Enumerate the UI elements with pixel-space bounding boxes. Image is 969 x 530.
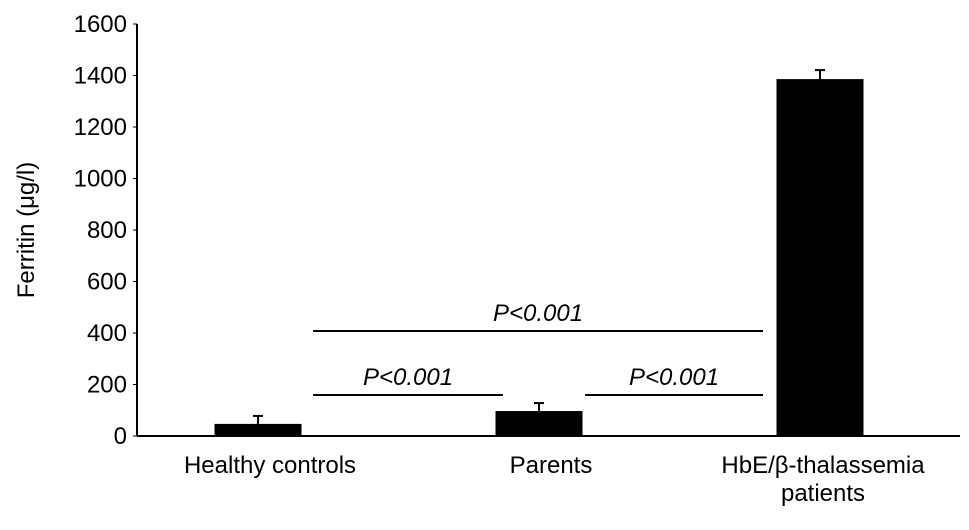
bar [776, 79, 864, 436]
y-tick-label: 1600 [74, 11, 127, 38]
bar [214, 423, 302, 436]
y-axis-label: Ferritin (μg/l) [13, 162, 40, 299]
y-tick-label: 600 [87, 269, 127, 296]
y-tick-label: 400 [87, 320, 127, 347]
y-tick-label: 1200 [74, 114, 127, 141]
significance-label: P<0.001 [629, 364, 719, 391]
y-tick-label: 800 [87, 217, 127, 244]
y-tick-label: 1000 [74, 166, 127, 193]
significance-label: P<0.001 [363, 364, 453, 391]
bar [495, 411, 583, 436]
y-tick-label: 200 [87, 372, 127, 399]
x-tick-label: Healthy controls [183, 452, 357, 479]
significance-label: P<0.001 [493, 300, 583, 327]
x-tick-label: HbE/β-thalassemia patients [721, 452, 925, 507]
y-tick-label: 1400 [74, 63, 127, 90]
y-tick-label: 0 [114, 423, 127, 450]
x-tick-label: Parents [509, 452, 593, 479]
